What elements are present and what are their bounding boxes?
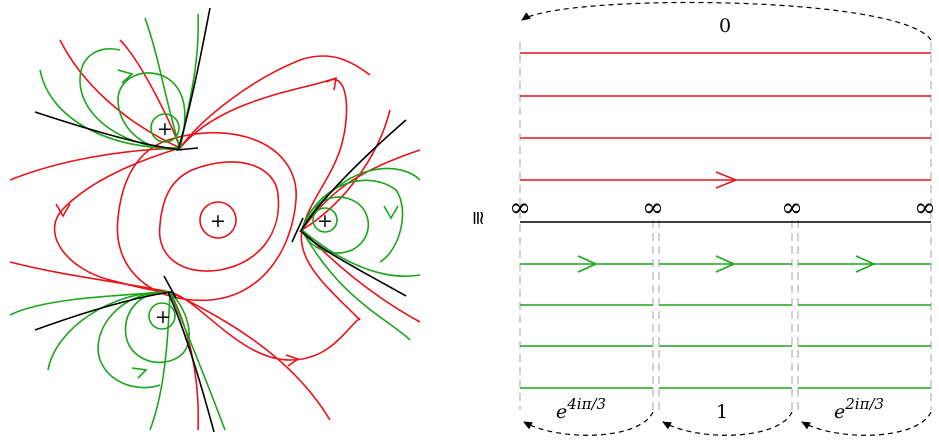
black-sep-upper-b: [177, 7, 211, 151]
pole-marker-upper: +: [157, 118, 173, 140]
red-orbit-3: [116, 131, 297, 302]
red-curve-1: [179, 78, 361, 321]
equivalence-symbol: ≅: [467, 210, 489, 226]
green-upper-4: [144, 17, 181, 149]
top-label: 0: [719, 15, 731, 37]
green-orbit-upper: [117, 72, 186, 150]
red-curve-2: [53, 147, 361, 361]
green-lower-6: [9, 291, 171, 316]
green-lower-3: [47, 291, 171, 371]
gluing-arrow-bottom-left: [523, 411, 654, 436]
red-curve-12: [59, 39, 181, 149]
green-orbit-upper-inner: [150, 113, 180, 143]
red-lines: [520, 52, 931, 189]
dashed-boundaries: [519, 42, 932, 410]
red-orbit-inner: [199, 201, 237, 239]
pole-marker-lower: +: [155, 306, 171, 328]
green-right-4: [301, 229, 421, 277]
green-lines: [520, 255, 931, 389]
red-arrows: [55, 76, 338, 367]
green-right-5: [301, 229, 411, 341]
gluing-arrow-top: [521, 1, 932, 41]
left-phase-portrait: + + + +: [9, 7, 421, 433]
green-orbit-lower: [124, 291, 190, 364]
bottom-label-left: e4iπ/3: [556, 395, 606, 423]
infinity-label-3: ∞: [781, 193, 803, 223]
black-sep-upper-tick: [175, 147, 199, 151]
green-strip3-arrow: [855, 255, 876, 273]
bottom-label-right: e2iπ/3: [834, 395, 884, 423]
green-orbit-right-inner: [312, 207, 338, 233]
red-arrow-bottom: [285, 354, 300, 367]
infinity-label-1: ∞: [509, 193, 531, 223]
black-sep-upper-a: [34, 111, 183, 151]
red-curve-5: [9, 147, 181, 181]
red-arrow-top: [325, 76, 338, 91]
black-sep-right-tick: [291, 217, 304, 243]
gluing-arrow-bottom-middle: [662, 411, 793, 436]
red-separatrix-curves: [9, 39, 421, 431]
infinity-label-4: ∞: [914, 193, 936, 223]
green-arrow-right: [383, 205, 399, 220]
black-sep-right-b: [301, 231, 407, 297]
red-curve-11: [169, 291, 331, 421]
bottom-label-middle: 1: [716, 401, 728, 423]
centre-marker: +: [210, 210, 226, 232]
green-strip2-arrow: [715, 255, 736, 273]
green-arrow-lower: [131, 367, 148, 379]
black-sep-right-a: [299, 119, 407, 233]
red-curve-6: [9, 261, 171, 293]
green-right-2: [301, 179, 404, 263]
red-curve-3: [179, 55, 371, 149]
black-separatrices: [34, 7, 407, 433]
gluing-arrow-bottom-right: [801, 411, 932, 436]
green-strip1-arrow: [577, 255, 598, 273]
black-sep-lower-tick: [163, 275, 177, 299]
green-orbit-lower-inner: [148, 302, 176, 330]
green-arrows: [117, 69, 399, 379]
gluing-arrows: [521, 1, 932, 436]
green-arrow-upper: [117, 69, 134, 84]
black-sep-lower-a: [34, 291, 173, 331]
pole-markers: + + + +: [155, 118, 333, 328]
red-orbit-2: [158, 161, 280, 272]
right-strip-diagram: 0 ∞ ∞ ∞ ∞ e4iπ/3 1 e2iπ/3: [509, 1, 936, 436]
red-line-arrow: [715, 171, 739, 189]
infinity-label-2: ∞: [642, 193, 664, 223]
green-lower-4: [149, 291, 171, 431]
red-arrow-left: [55, 203, 71, 218]
red-closed-loops: [116, 131, 297, 302]
black-sep-lower-b: [167, 291, 215, 433]
pole-marker-right: +: [317, 210, 333, 232]
green-lower-5: [169, 291, 226, 431]
